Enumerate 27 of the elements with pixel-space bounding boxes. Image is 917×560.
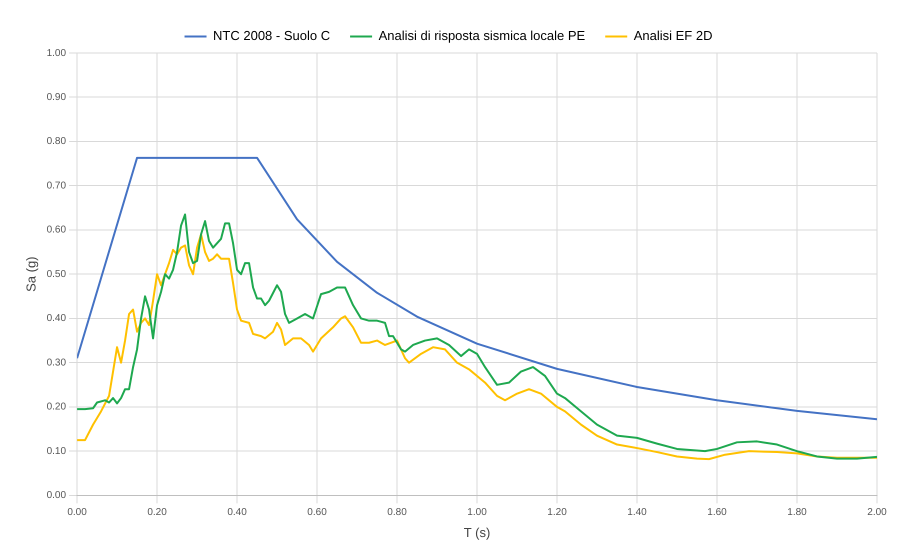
x-tick-label: 1.00 xyxy=(467,507,488,518)
x-tick-label: 0.20 xyxy=(147,507,168,518)
y-tick-label: 0.90 xyxy=(46,92,66,103)
y-tick-label: 0.10 xyxy=(46,446,66,457)
y-tick-label: 0.80 xyxy=(46,136,66,148)
y-tick-label: 0.70 xyxy=(46,180,66,192)
x-tick-label: 1.20 xyxy=(547,507,568,518)
x-tick-label: 0.00 xyxy=(67,507,88,518)
y-tick-label: 0.50 xyxy=(46,268,66,280)
y-tick-label: 0.20 xyxy=(46,402,66,413)
legend-label: Analisi EF 2D xyxy=(634,28,712,44)
y-tick-label: 0.30 xyxy=(46,357,66,368)
x-axis-title: T (s) xyxy=(464,524,490,540)
x-tick-label: 0.80 xyxy=(387,507,408,518)
x-tick-label: 1.60 xyxy=(707,507,728,518)
legend-label: NTC 2008 - Suolo C xyxy=(213,28,330,44)
x-tick-label: 0.60 xyxy=(307,507,328,518)
x-tick-label: 0.40 xyxy=(227,507,248,518)
y-axis-title: Sa (g) xyxy=(23,256,38,292)
x-tick-label: 1.40 xyxy=(627,507,648,518)
y-tick-label: 0.00 xyxy=(46,490,66,502)
x-tick-label: 1.80 xyxy=(787,507,808,518)
legend-label: Analisi di risposta sismica locale PE xyxy=(378,28,586,44)
y-tick-label: 0.40 xyxy=(46,313,66,324)
y-tick-label: 1.00 xyxy=(46,48,66,59)
x-tick-label: 2.00 xyxy=(867,507,888,518)
y-tick-label: 0.60 xyxy=(46,224,66,236)
